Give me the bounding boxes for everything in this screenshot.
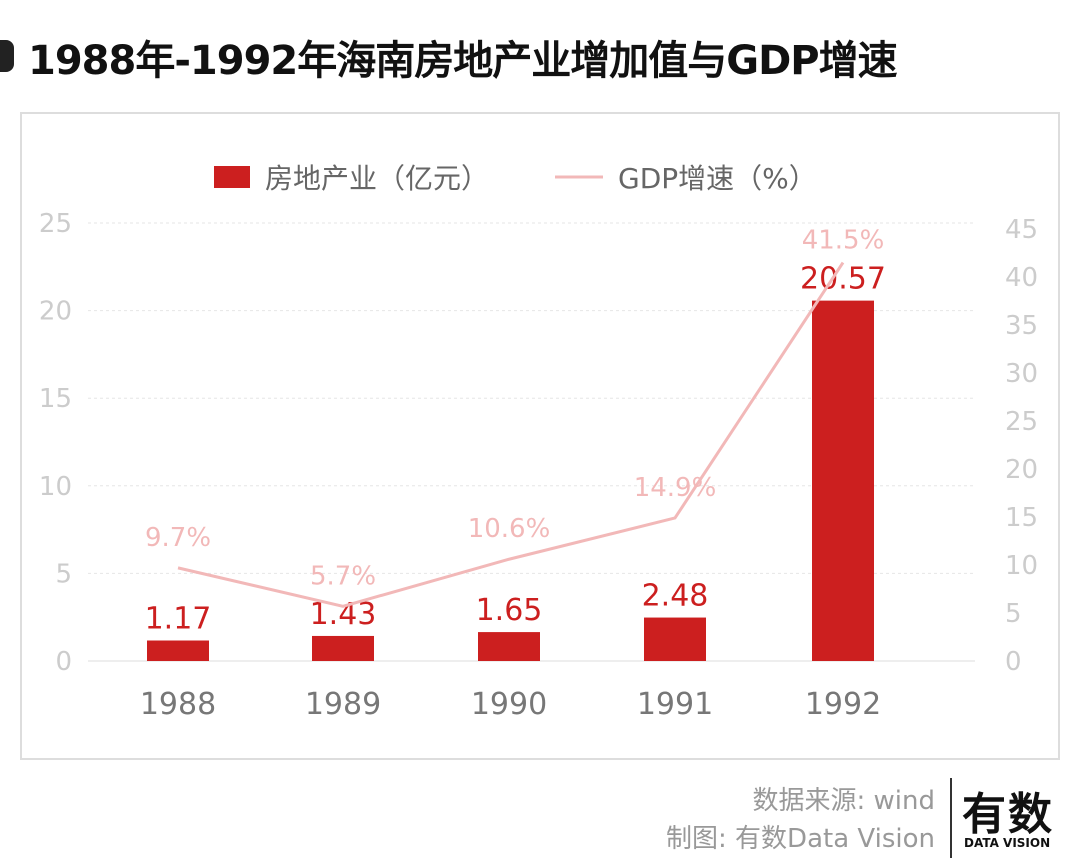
legend-bar-swatch [214,166,250,188]
left-tick-label: 25 [39,209,72,239]
line-label: 41.5% [802,226,885,256]
right-tick-label: 30 [1005,359,1038,389]
logo: 有数 DATA VISION [950,778,1072,858]
bar-1990 [478,632,540,661]
bar-label: 1.43 [310,597,377,632]
bar-1988 [147,640,209,661]
title-marker [0,40,14,72]
logo-sub: DATA VISION [964,836,1051,850]
right-tick-label: 15 [1005,503,1038,533]
bar-1991 [644,617,706,661]
right-tick-label: 45 [1005,215,1038,245]
left-tick-label: 20 [39,297,72,327]
line-label: 5.7% [310,561,376,591]
right-tick-label: 0 [1005,647,1022,677]
x-tick-label: 1988 [140,687,216,722]
right-tick-label: 25 [1005,407,1038,437]
credit-text: 制图: 有数Data Vision [666,824,935,854]
bar-label: 20.57 [800,262,886,297]
legend-line-label: GDP增速（%） [618,162,817,195]
bar-label: 2.48 [642,579,709,614]
bar-label: 1.65 [476,593,543,628]
right-tick-label: 20 [1005,455,1038,485]
gdp-line [177,261,845,608]
bar-1992 [812,300,874,661]
x-tick-label: 1990 [471,687,547,722]
right-tick-label: 40 [1005,263,1038,293]
right-tick-label: 35 [1005,311,1038,341]
x-tick-label: 1991 [637,687,713,722]
legend-bar-label: 房地产业（亿元） [265,162,489,195]
bar-1989 [312,635,374,661]
left-tick-label: 15 [39,384,72,414]
source-text: 数据来源: wind [752,786,936,816]
logo-main: 有数 [962,789,1054,840]
x-tick-label: 1992 [805,687,881,722]
line-label: 9.7% [145,523,211,553]
left-tick-label: 0 [55,647,72,677]
right-tick-label: 5 [1005,599,1022,629]
chart-frame [20,112,1060,760]
chart-title: 1988年-1992年海南房地产业增加值与GDP增速 [28,38,898,84]
x-tick-label: 1989 [305,687,381,722]
line-label: 14.9% [634,473,717,503]
right-tick-label: 10 [1005,551,1038,581]
line-label: 10.6% [468,514,551,544]
left-tick-label: 5 [55,559,72,589]
left-tick-label: 10 [39,472,72,502]
bar-label: 1.17 [145,602,212,637]
